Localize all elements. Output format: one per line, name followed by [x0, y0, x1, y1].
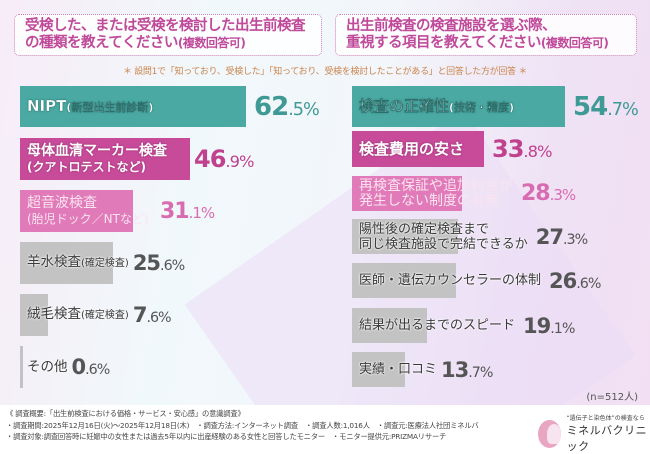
bar-label: 母体血清マーカー検査 (クアトロテストなど): [27, 143, 167, 174]
right-bar-row-cost: 検査費用の安さ 33.8%: [352, 131, 552, 167]
left-question-box: 受検した、または受検を検討した出生前検査 の種類を教えてください(複数回答可): [14, 14, 322, 56]
bar-value: 25.6%: [132, 251, 185, 275]
right-question-suffix: (複数回答可): [540, 36, 609, 50]
bar: [20, 138, 190, 180]
bar: [20, 86, 246, 127]
left-bar-row-cvs: 絨毛検査(確定検査) 7.6%: [20, 294, 172, 336]
right-question-line1: 出生前検査の検査施設を選ぶ際、: [346, 18, 557, 34]
right-bar-row-speed: 結果が出るまでのスピード 19.1%: [352, 308, 575, 343]
chart-canvas: 受検した、または受検を検討した出生前検査 の種類を教えてください(複数回答可) …: [0, 0, 650, 405]
clinic-logo-icon: [538, 419, 561, 448]
bar: [20, 294, 48, 336]
bar-label: 医師・遺伝カウンセラーの体制: [359, 272, 542, 288]
bar-value: 46.9%: [194, 145, 254, 173]
bar-label: 超音波検査 (胎児ドック／NTなど): [27, 195, 149, 226]
sample-size-label: (n=512人): [586, 392, 638, 403]
bar: [352, 308, 427, 343]
clinic-name: ミネルバクリニック: [566, 424, 648, 453]
bar-value: 7.6%: [132, 303, 172, 327]
right-bar-row-one-stop: 陽性後の確定検査まで 同じ検査施設で完結できるか 27.3%: [352, 219, 588, 254]
survey-footer: 《 調査概要:「出生前検査における価格・サービス・安心感」の意識調査》 ・調査期…: [0, 405, 650, 453]
bar-value: 31.1%: [160, 198, 215, 224]
right-question-box: 出生前検査の検査施設を選ぶ際、 重視する項目を教えてください(複数回答可): [335, 14, 637, 56]
left-bar-row-amniocentesis: 羊水検査(確定検査) 25.6%: [20, 242, 185, 284]
bar-value: 0.6%: [71, 355, 111, 379]
bar: [352, 263, 456, 298]
right-question-line2: 重視する項目を教えてください: [346, 35, 541, 51]
bar: [20, 242, 113, 284]
bar-value: 13.7%: [441, 357, 493, 382]
bar-label: 検査の正確性(技術・精度): [359, 96, 515, 115]
bar: [352, 176, 462, 211]
left-question-line2: の種類を教えてください: [25, 35, 178, 51]
bar: [20, 346, 23, 388]
bar-label: 結果が出るまでのスピード: [359, 317, 516, 333]
left-question-line1: 受検した、または受検を検討した出生前検査: [25, 18, 306, 34]
right-bar-row-accuracy: 検査の正確性(技術・精度) 54.7%: [352, 86, 639, 127]
bar: [352, 86, 565, 127]
bar: [352, 352, 405, 387]
bar-label: 再検査保証や追加料金が 発生しない制度の有無: [359, 177, 513, 209]
bar-value: 62.5%: [254, 91, 320, 122]
respondent-note: ＊ 設問1で「知っており、受検した」「知っており、受検を検討したことがある」と回…: [122, 67, 528, 77]
bar-value: 54.7%: [573, 91, 639, 122]
bar-label: NIPT(新型出生前診断): [27, 96, 154, 115]
left-question-suffix: (複数回答可): [177, 36, 246, 50]
bar-value: 19.1%: [523, 313, 575, 338]
right-bar-row-counselor: 医師・遺伝カウンセラーの体制 26.6%: [352, 263, 601, 298]
bar-label: 検査費用の安さ: [359, 139, 465, 158]
bar-label: 絨毛検査(確定検査): [27, 306, 129, 322]
bar: [20, 190, 133, 232]
bar-value: 33.8%: [492, 135, 552, 163]
bar-label: 実績・口コミ: [359, 361, 438, 377]
bar-value: 26.6%: [549, 268, 601, 293]
bar-label: 陽性後の確定検査まで 同じ検査施設で完結できるか: [359, 221, 528, 252]
left-bar-row-ultrasound: 超音波検査 (胎児ドック／NTなど) 31.1%: [20, 190, 215, 232]
right-bar-row-guarantee: 再検査保証や追加料金が 発生しない制度の有無 28.3%: [352, 176, 576, 211]
bar-value: 27.3%: [535, 224, 588, 249]
clinic-logo: “遺伝子と染色体”の検査なら ミネルバクリニック: [538, 413, 650, 454]
bar: [352, 219, 458, 254]
bar-value: 28.3%: [521, 181, 576, 206]
left-bar-row-nipt: NIPT(新型出生前診断) 62.5%: [20, 86, 320, 127]
bar-label: 羊水検査(確定検査): [27, 254, 129, 270]
bar: [352, 131, 484, 167]
left-bar-row-maternal-serum: 母体血清マーカー検査 (クアトロテストなど) 46.9%: [20, 138, 254, 180]
clinic-tagline: “遺伝子と染色体”の検査なら: [566, 415, 645, 422]
right-bar-row-reputation: 実績・口コミ 13.7%: [352, 352, 493, 387]
survey-overview: 《 調査概要:「出生前検査における価格・サービス・安心感」の意識調査》 ・調査期…: [6, 409, 479, 441]
bar-label: その他: [27, 359, 68, 375]
left-bar-row-other: その他 0.6%: [20, 346, 111, 388]
